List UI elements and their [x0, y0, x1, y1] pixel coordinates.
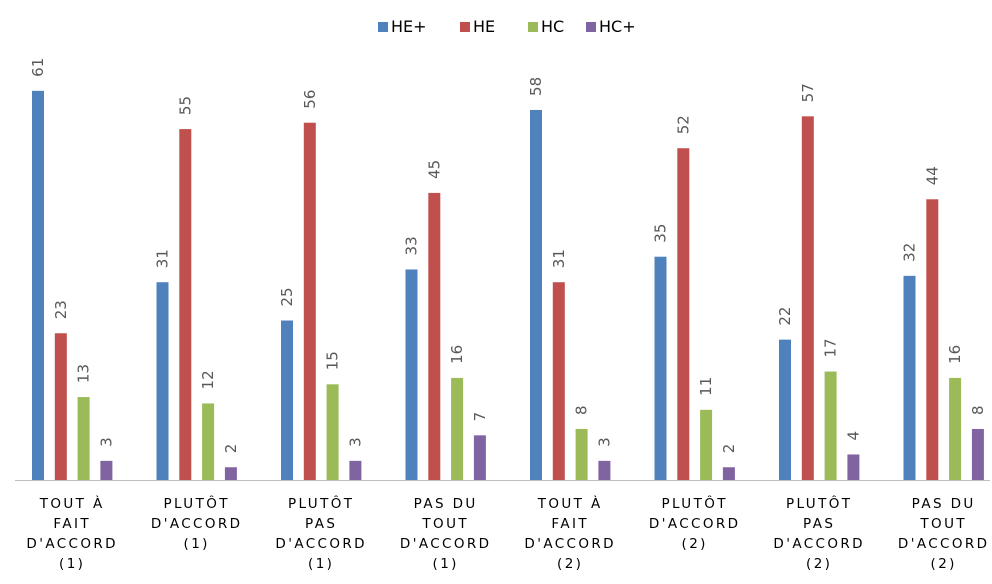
category-label: PLUTÔT D'ACCORD (2): [649, 494, 741, 552]
bar: [179, 129, 192, 480]
bar: [801, 116, 814, 480]
data-label: 52: [674, 115, 692, 134]
bar: [926, 199, 939, 480]
category-label: PLUTÔT D'ACCORD (1): [151, 494, 243, 552]
value-labels: 6123133315512225561533345167583183355211…: [29, 58, 987, 454]
data-label: 45: [425, 160, 443, 179]
legend-swatch: [460, 22, 470, 32]
data-label: 58: [527, 77, 545, 96]
bar: [77, 397, 90, 480]
bar: [598, 460, 611, 480]
legend-label: HC: [541, 17, 564, 36]
category-label: PAS DU TOUT D'ACCORD (2): [898, 496, 990, 572]
data-label: 17: [822, 338, 840, 357]
bar: [281, 320, 293, 480]
bar: [32, 90, 44, 480]
category-label: PAS DU TOUT D'ACCORD (1): [400, 496, 492, 572]
category-label: TOUT À FAIT D'ACCORD (1): [26, 495, 118, 572]
data-label: 35: [652, 224, 670, 243]
data-label: 61: [29, 58, 47, 77]
bars: [32, 90, 984, 481]
data-label: 4: [844, 431, 862, 441]
data-label: 13: [75, 364, 93, 383]
data-label: 44: [923, 166, 941, 185]
data-label: 2: [222, 444, 240, 454]
legend-swatch: [378, 22, 388, 32]
legend-swatch: [528, 22, 538, 32]
bar: [156, 282, 169, 480]
data-label: 25: [278, 287, 296, 306]
category-labels: TOUT À FAIT D'ACCORD (1) PLUTÔT D'ACCORD (1) PL…: [26, 494, 990, 572]
bar: [903, 275, 916, 480]
bar: [779, 339, 791, 480]
data-label: 7: [471, 412, 489, 422]
bar: [700, 409, 713, 480]
data-label: 3: [595, 437, 613, 447]
legend-label: HE: [473, 17, 495, 36]
bar: [575, 428, 588, 480]
bar: [677, 148, 690, 481]
data-label: 11: [697, 377, 715, 396]
bar: [722, 467, 735, 480]
data-label: 16: [448, 345, 466, 364]
legend-swatch: [586, 22, 596, 32]
data-label: 33: [403, 236, 421, 255]
legend: HE+ HE HC HC+: [378, 17, 636, 36]
bar: [949, 377, 962, 480]
bar: [224, 467, 237, 480]
data-label: 57: [799, 83, 817, 102]
bar: [428, 192, 441, 480]
data-label: 15: [324, 351, 342, 370]
legend-label: HC+: [599, 17, 636, 36]
data-label: 8: [969, 405, 987, 415]
data-label: 55: [176, 96, 194, 115]
bar: [654, 256, 667, 480]
data-label: 31: [154, 249, 172, 268]
data-label: 31: [550, 249, 568, 268]
data-label: 12: [199, 370, 217, 389]
bar: [405, 269, 418, 480]
bar: [971, 428, 984, 480]
data-label: 2: [720, 444, 738, 454]
data-label: 3: [97, 437, 115, 447]
data-label: 23: [52, 300, 70, 319]
data-label: 3: [346, 437, 364, 447]
bar: [552, 282, 565, 480]
category-label: PLUTÔT PAS D'ACCORD (1): [275, 494, 367, 572]
bar: [303, 122, 316, 480]
data-label: 22: [776, 307, 794, 326]
bar: [54, 333, 67, 480]
bar: [349, 460, 362, 480]
category-label: PLUTÔT PAS D'ACCORD (2): [773, 494, 865, 572]
bar: [530, 109, 542, 481]
category-label: TOUT À FAIT D'ACCORD (2): [524, 495, 616, 572]
bar: [100, 460, 113, 480]
bar: [847, 454, 860, 480]
legend-label: HE+: [391, 17, 427, 36]
bar: [202, 403, 215, 480]
data-label: 8: [573, 405, 591, 415]
data-label: 16: [946, 345, 964, 364]
bar: [473, 435, 486, 480]
bar: [824, 371, 837, 480]
bar: [326, 384, 339, 480]
data-label: 32: [901, 243, 919, 262]
bar: [451, 377, 464, 480]
data-label: 56: [301, 90, 319, 109]
